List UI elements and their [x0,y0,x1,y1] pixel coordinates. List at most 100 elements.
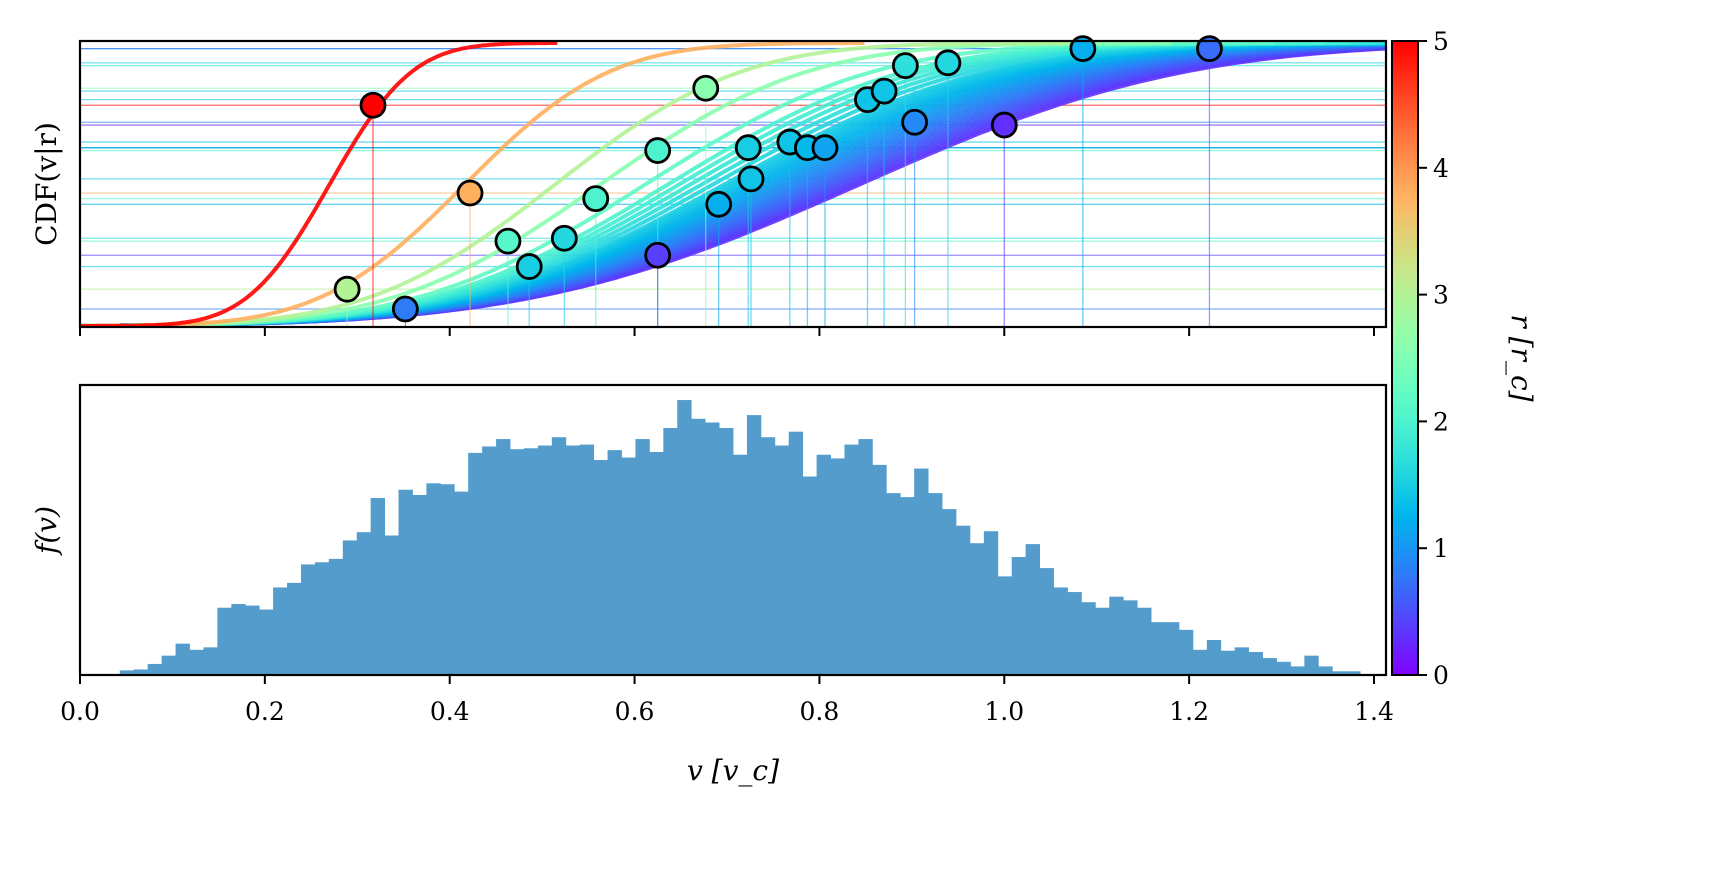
histogram-bar [1151,622,1166,675]
cdf-curve [80,41,558,327]
histogram-bar [510,449,525,675]
histogram-bar [1095,607,1110,675]
sample-point [692,74,720,102]
histogram-bar [1262,658,1277,675]
sample-point [811,134,839,162]
histogram-bar [1067,592,1082,675]
x-tick-label: 0.8 [800,697,840,726]
histogram-bar [175,643,190,675]
histogram-bar [328,558,344,675]
sample-point [737,165,765,193]
sample-point [870,77,898,105]
histogram-bar [1318,666,1333,675]
colorbar: 0 1 2 3 4 5 r [r_c] [1391,27,1538,690]
x-tick-label: 0.0 [60,697,100,726]
sample-point [934,49,962,77]
histogram-bar [342,540,358,675]
histogram-bar [133,669,149,675]
sample-point [990,111,1018,139]
histogram-bar [537,445,553,675]
colorbar-tick-label: 1 [1433,534,1449,563]
sample-point [705,190,733,218]
x-tick-label: 0.2 [245,697,285,726]
histogram-bar [928,493,943,675]
sample-point [359,91,387,119]
histogram-bar [1123,600,1138,675]
x-tick-label: 1.4 [1354,697,1394,726]
histogram-bar [1290,666,1305,675]
colorbar-tick-label: 3 [1433,281,1449,310]
sample-point [901,108,929,136]
colorbar-label: r [r_c] [1505,314,1538,401]
histogram-bar [872,464,887,675]
x-tick-label: 0.4 [430,697,470,726]
histogram-bar [1025,544,1040,675]
histogram-bar [607,450,622,675]
histogram-bar [273,587,288,675]
histogram-bar [691,418,706,675]
histogram-bar [1039,568,1054,675]
sample-point [891,52,919,80]
histogram-bar [398,489,413,675]
histogram-bar [1276,661,1291,675]
histogram-bar [677,400,692,675]
sample-point [391,295,419,323]
histogram-bar [816,454,831,675]
colorbar-tick-label: 2 [1433,407,1449,436]
histogram-bar [969,543,985,675]
histogram-bar [551,437,567,675]
histogram-bar [1248,651,1263,675]
sample-point [494,227,522,255]
histogram-bar [593,459,608,675]
histogram-bar [245,605,260,675]
histogram-bar [635,439,650,675]
colorbar-tick-label: 5 [1433,27,1449,56]
histogram-bar [259,609,274,675]
histogram-bar [1234,647,1250,675]
sample-point [734,134,762,162]
histogram-bar [440,484,455,675]
histogram-y-label: f(v) [30,506,63,556]
sample-point [333,275,361,303]
sample-point [1196,35,1223,63]
histogram-bar [802,476,818,675]
histogram-bar [565,445,581,675]
colorbar-tick-label: 4 [1433,154,1449,183]
histogram-bar [147,663,163,675]
histogram-bar [983,531,999,675]
histogram-bar [231,604,246,675]
histogram-bar [287,582,302,675]
histogram-bar [1192,649,1208,675]
sample-point [456,179,484,207]
histogram-bar [161,655,176,675]
cdf-curve [80,41,865,327]
sample-point [644,137,672,164]
histogram-bar [914,468,929,675]
histogram-bar [1304,655,1319,675]
histogram-bar [1220,650,1236,675]
colorbar-tick-label: 0 [1433,661,1449,690]
histogram-bar [955,525,971,675]
histogram-bar [356,532,372,675]
histogram-bar [733,454,748,675]
cdf-curve [80,41,1070,327]
histogram-bar [900,497,915,675]
sample-point [582,185,610,213]
histogram-bar [189,649,204,675]
histogram-bar [719,428,734,675]
histogram-bar [203,647,218,675]
histogram-bar [621,457,636,675]
sample-point [644,241,672,269]
histogram-bar [760,437,776,675]
histogram-panel: 0.0 0.2 0.4 0.6 0.8 1.0 1.2 1.4 f(v) v [v_c] [30,383,1394,787]
sample-point [1069,35,1097,63]
histogram-bar [1137,607,1152,675]
histogram-bar [886,493,901,675]
histogram-bar [1165,622,1180,675]
colorbar-gradient [1391,40,1419,676]
histogram-bar [426,483,441,675]
histogram-bar [1109,596,1124,675]
histogram-bar [468,452,483,675]
histogram-bar [858,439,873,675]
